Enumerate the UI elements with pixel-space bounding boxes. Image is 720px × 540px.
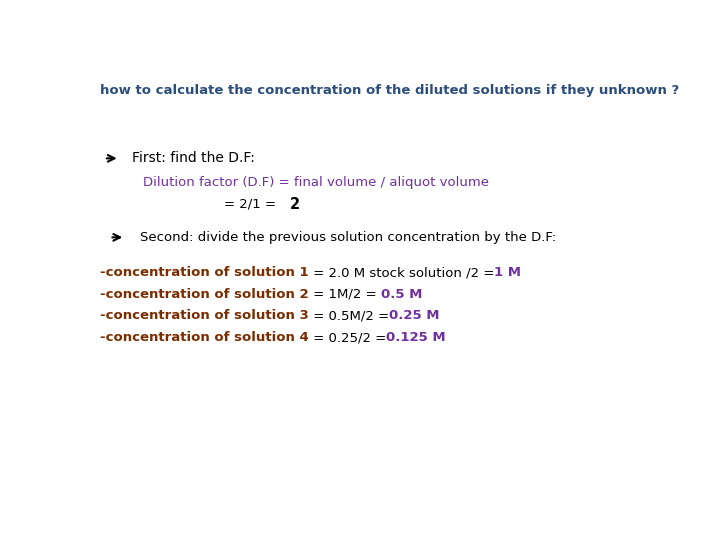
Text: 0.25 M: 0.25 M: [389, 309, 439, 322]
Text: First: find the D.F:: First: find the D.F:: [132, 151, 255, 165]
Text: = 2.0 M stock solution /2 =: = 2.0 M stock solution /2 =: [309, 266, 494, 279]
Text: how to calculate the concentration of the diluted solutions if they unknown ?: how to calculate the concentration of th…: [100, 84, 679, 97]
Text: = 1M/2 =: = 1M/2 =: [309, 288, 381, 301]
Text: = 0.25/2 =: = 0.25/2 =: [309, 331, 386, 344]
Text: Dilution factor (D.F) = final volume / aliquot volume: Dilution factor (D.F) = final volume / a…: [143, 176, 489, 188]
Text: 0.5 M: 0.5 M: [381, 288, 422, 301]
Text: 0.125 M: 0.125 M: [386, 331, 446, 344]
Text: -concentration of solution 2: -concentration of solution 2: [100, 288, 309, 301]
Text: -concentration of solution 4: -concentration of solution 4: [100, 331, 309, 344]
Text: 1 M: 1 M: [494, 266, 521, 279]
Text: = 2/1 =: = 2/1 =: [224, 198, 280, 211]
Text: = 0.5M/2 =: = 0.5M/2 =: [309, 309, 389, 322]
Text: 2: 2: [289, 197, 300, 212]
Text: -concentration of solution 1: -concentration of solution 1: [100, 266, 309, 279]
Text: Second: divide the previous solution concentration by the D.F:: Second: divide the previous solution con…: [140, 231, 557, 244]
Text: -concentration of solution 3: -concentration of solution 3: [100, 309, 309, 322]
